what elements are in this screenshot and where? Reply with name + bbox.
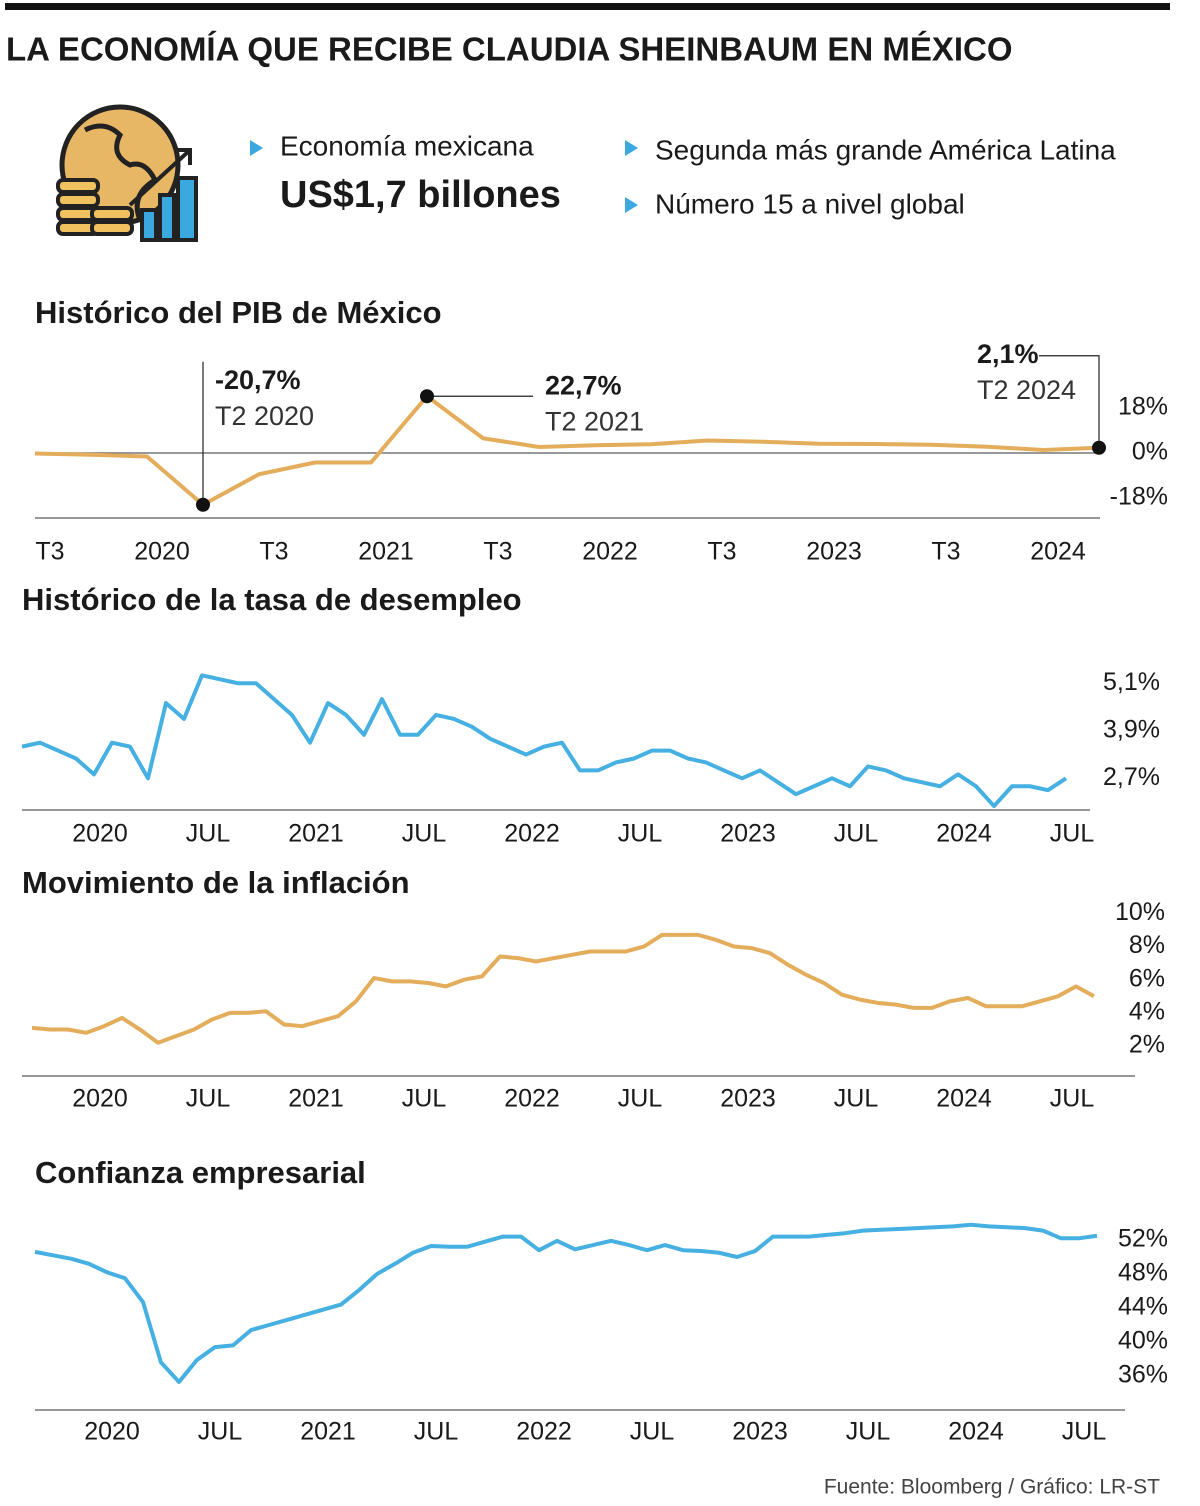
bullet xyxy=(625,197,638,213)
chart-title: Histórico del PIB de México xyxy=(35,295,442,330)
value-label: 2,1% xyxy=(977,339,1039,369)
x-tick-label: 2022 xyxy=(582,538,638,566)
y-tick-label: 10% xyxy=(1115,898,1165,926)
x-tick-label: 2023 xyxy=(732,1418,788,1446)
y-tick-label: 48% xyxy=(1118,1259,1168,1287)
bullet xyxy=(250,140,263,156)
point-label: T2 2021 xyxy=(545,406,644,436)
point-marker xyxy=(1092,440,1106,455)
x-tick-label: JUL xyxy=(630,1418,675,1446)
x-tick-label: 2021 xyxy=(300,1418,356,1446)
x-tick-label: 2020 xyxy=(134,538,190,566)
point-label: T2 2024 xyxy=(977,375,1076,405)
value-label: -20,7% xyxy=(215,365,301,395)
y-tick-label: 18% xyxy=(1118,393,1168,421)
x-tick-label: 2022 xyxy=(504,1085,560,1113)
x-tick-label: 2021 xyxy=(288,820,344,848)
x-tick-label: 2023 xyxy=(720,1085,776,1113)
y-tick-label: -18% xyxy=(1110,483,1168,511)
x-tick-label: JUL xyxy=(1062,1418,1107,1446)
x-tick-label: 2023 xyxy=(720,820,776,848)
x-tick-label: 2024 xyxy=(948,1418,1004,1446)
data-line xyxy=(31,932,1095,1045)
x-tick-label: JUL xyxy=(186,1085,231,1113)
data-line xyxy=(21,673,1068,809)
point-marker xyxy=(420,389,434,404)
x-tick-label: JUL xyxy=(1050,820,1095,848)
highlight-label: Economía mexicana xyxy=(280,130,534,161)
x-tick-label: JUL xyxy=(186,820,231,848)
x-tick-label: JUL xyxy=(834,820,879,848)
y-tick-label: 5,1% xyxy=(1103,668,1160,696)
x-tick-label: JUL xyxy=(618,820,663,848)
fact: Número 15 a nivel global xyxy=(655,188,965,219)
x-tick-label: 2021 xyxy=(288,1085,344,1113)
bullet xyxy=(625,140,638,156)
y-tick-label: 8% xyxy=(1129,931,1165,959)
data-line xyxy=(34,1222,1098,1384)
y-tick-label: 3,9% xyxy=(1103,715,1160,743)
x-tick-label: 2023 xyxy=(806,538,862,566)
y-tick-label: 52% xyxy=(1118,1225,1168,1253)
x-tick-label: JUL xyxy=(1050,1085,1095,1113)
y-tick-label: 2% xyxy=(1129,1031,1165,1059)
top-rule xyxy=(5,3,1170,10)
y-tick-label: 36% xyxy=(1118,1361,1168,1389)
x-tick-label: T3 xyxy=(931,538,960,566)
chart-title: Histórico de la tasa de desempleo xyxy=(22,582,522,617)
x-tick-label: T3 xyxy=(483,538,512,566)
point-label: T2 2020 xyxy=(215,401,314,431)
chart-title: Movimiento de la inflación xyxy=(22,865,410,900)
y-tick-label: 0% xyxy=(1132,438,1168,466)
highlight-value: US$1,7 billones xyxy=(280,174,561,216)
chart-title: Confianza empresarial xyxy=(35,1155,366,1190)
x-tick-label: 2022 xyxy=(504,820,560,848)
y-tick-label: 40% xyxy=(1118,1327,1168,1355)
value-label: 22,7% xyxy=(545,370,622,400)
x-tick-label: 2024 xyxy=(936,1085,992,1113)
title: LA ECONOMÍA QUE RECIBE CLAUDIA SHEINBAUM… xyxy=(6,31,1013,68)
y-tick-label: 6% xyxy=(1129,964,1165,992)
fact: Segunda más grande América Latina xyxy=(655,134,1116,165)
x-tick-label: JUL xyxy=(618,1085,663,1113)
x-tick-label: 2022 xyxy=(516,1418,572,1446)
x-tick-label: JUL xyxy=(198,1418,243,1446)
x-tick-label: JUL xyxy=(834,1085,879,1113)
x-tick-label: JUL xyxy=(402,1085,447,1113)
y-tick-label: 4% xyxy=(1129,998,1165,1026)
x-tick-label: T3 xyxy=(259,538,288,566)
y-tick-label: 44% xyxy=(1118,1293,1168,1321)
y-tick-label: 2,7% xyxy=(1103,763,1160,791)
x-tick-label: 2024 xyxy=(936,820,992,848)
x-tick-label: JUL xyxy=(414,1418,459,1446)
source: Fuente: Bloomberg / Gráfico: LR-ST xyxy=(824,1476,1160,1499)
x-tick-label: 2020 xyxy=(72,820,128,848)
x-tick-label: 2020 xyxy=(84,1418,140,1446)
data-line xyxy=(34,394,1100,507)
x-tick-label: T3 xyxy=(707,538,736,566)
economy-icon xyxy=(56,104,198,242)
x-tick-label: JUL xyxy=(846,1418,891,1446)
point-marker xyxy=(196,497,210,512)
x-tick-label: T3 xyxy=(35,538,64,566)
x-tick-label: JUL xyxy=(402,820,447,848)
x-tick-label: 2020 xyxy=(72,1085,128,1113)
annotation-leader xyxy=(1039,355,1100,448)
x-tick-label: 2024 xyxy=(1030,538,1086,566)
x-tick-label: 2021 xyxy=(358,538,414,566)
